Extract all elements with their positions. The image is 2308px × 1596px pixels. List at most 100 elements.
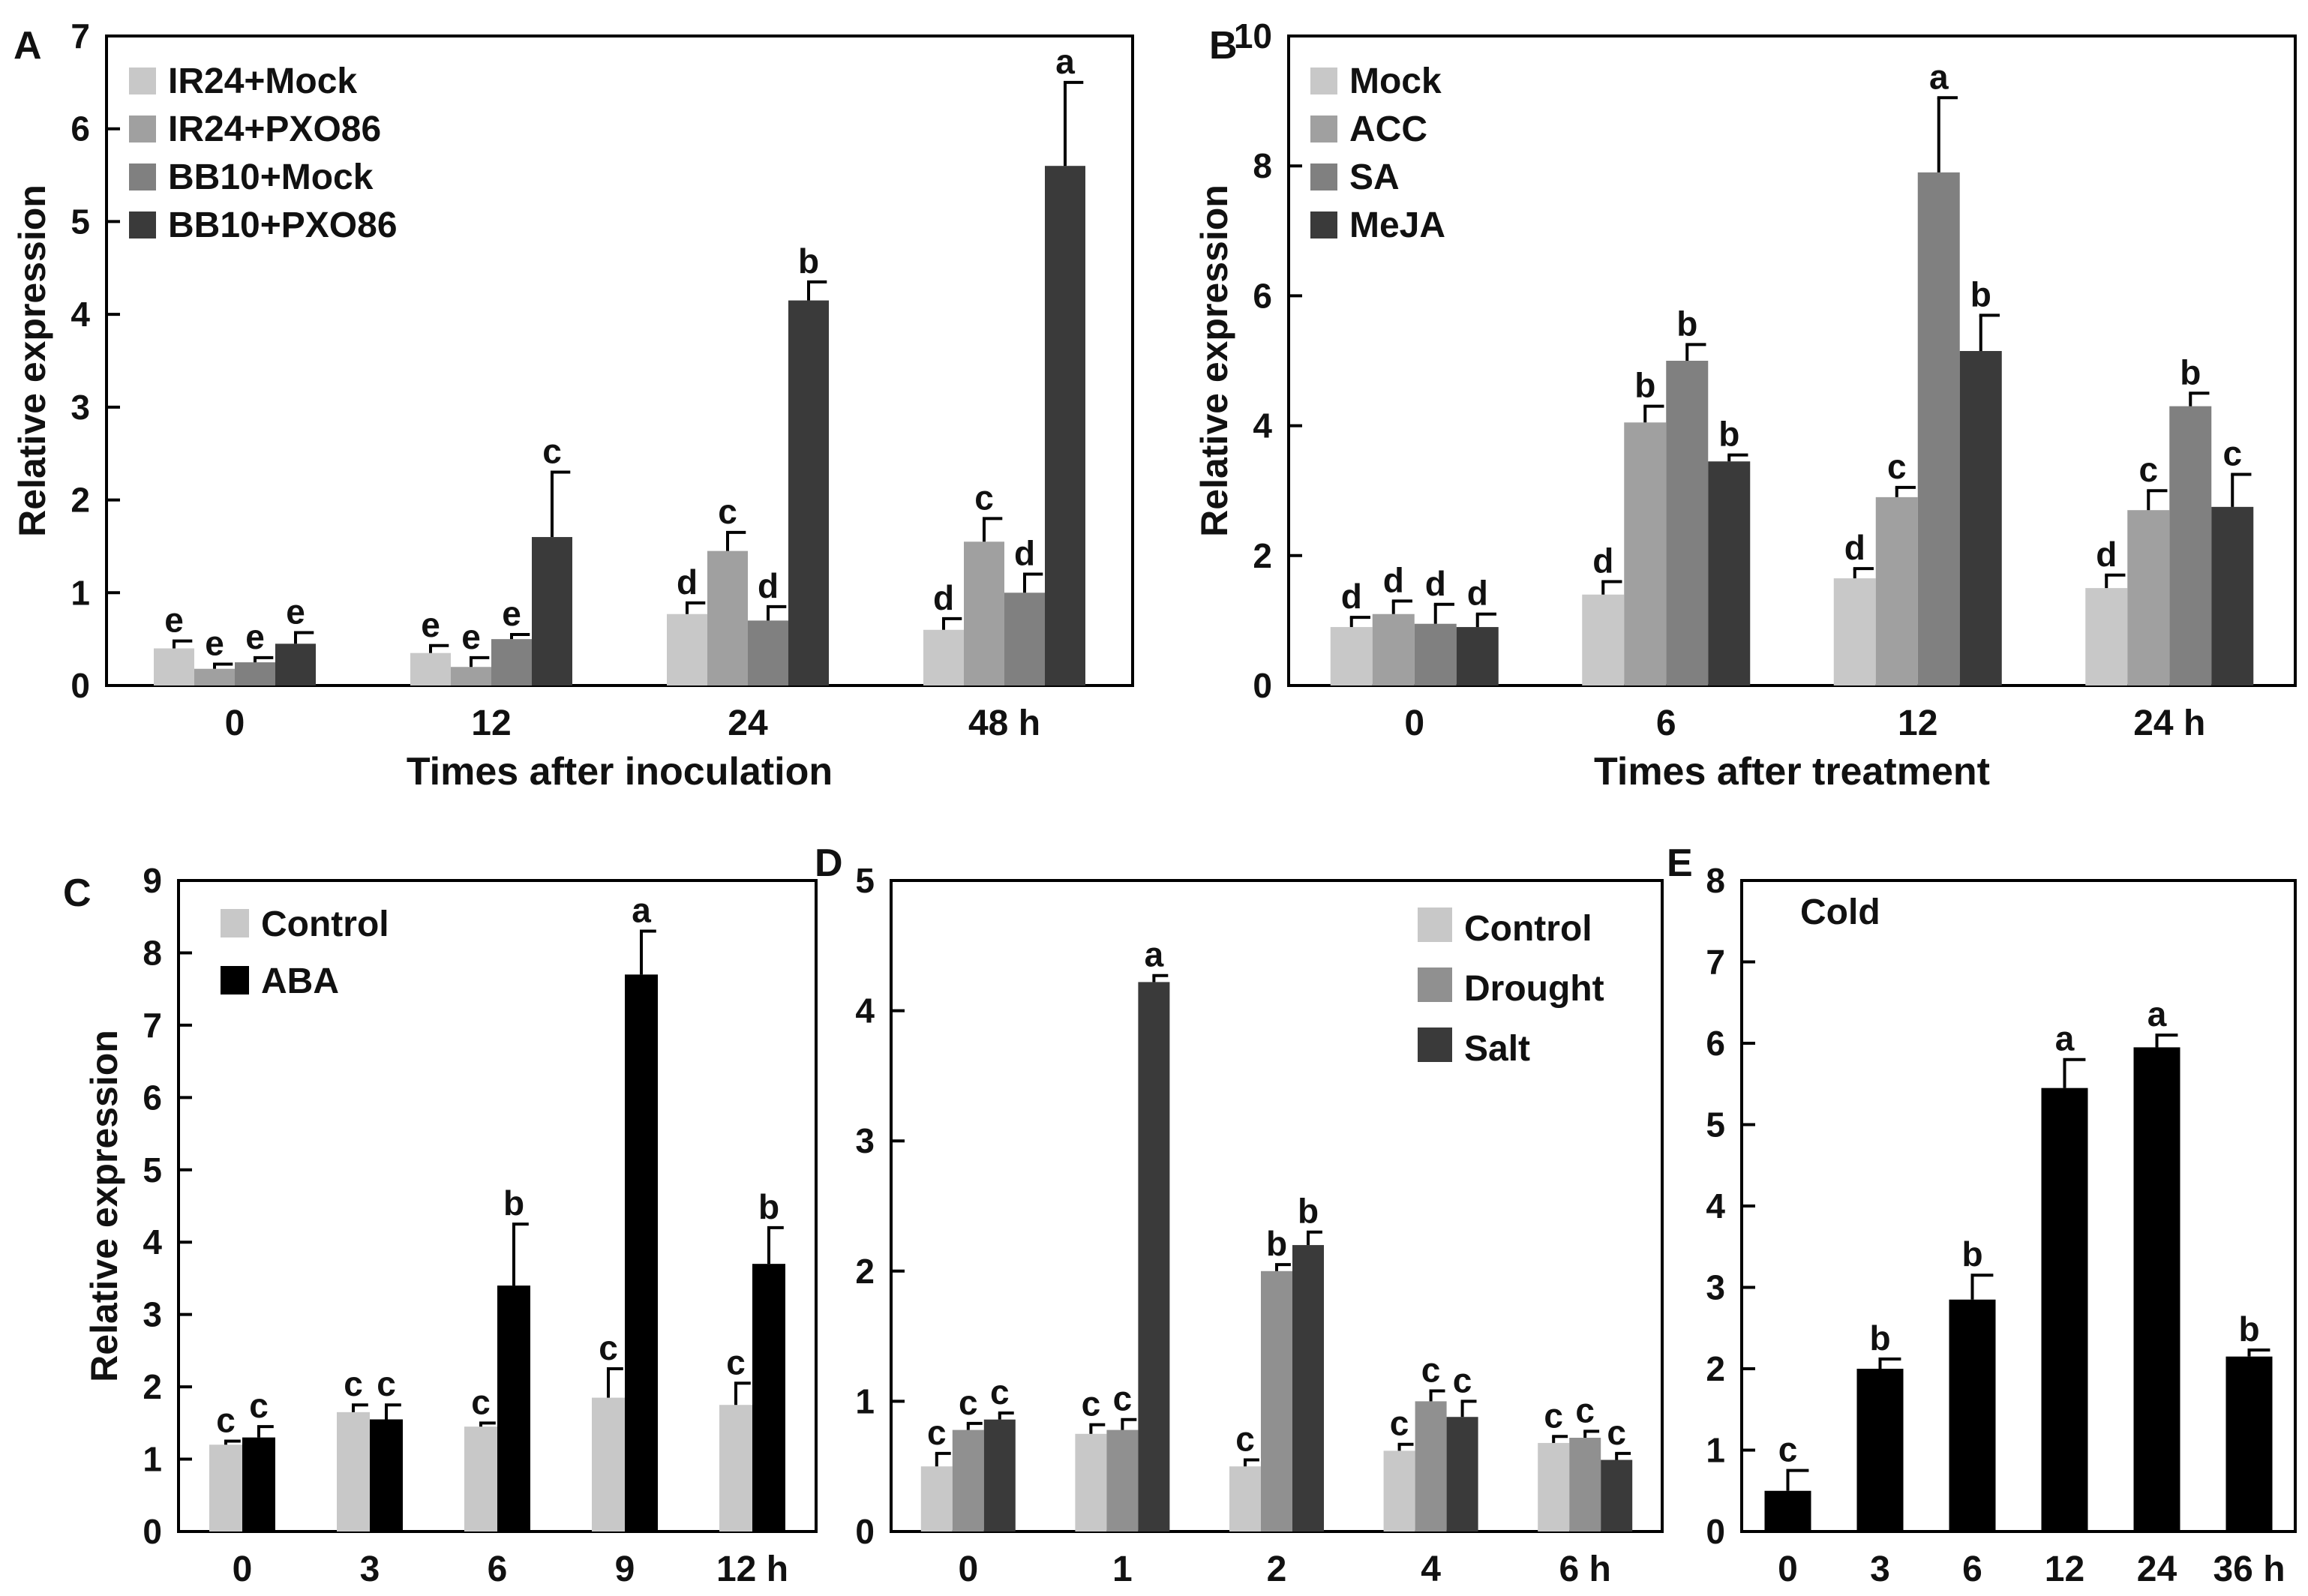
x-axis-label-a: Times after inoculation [407, 750, 833, 794]
bar-a-s0-g1 [410, 652, 451, 686]
legend-label-d-0: Control [1464, 909, 1592, 949]
panel-letter-c: C [63, 872, 92, 915]
bar-b-s3-g2 [1959, 351, 2002, 686]
legend-label-d-1: Drought [1464, 969, 1604, 1009]
bar-b-s2-g1 [1666, 361, 1709, 686]
legend-label-b-1: ACC [1349, 110, 1427, 149]
y-axis-label-b: Relative expression [1193, 184, 1235, 537]
bar-d-s0-g3 [1383, 1450, 1415, 1532]
bar-e-s0-g3 [2041, 1088, 2088, 1532]
x-tick-label-e-3: 12 [2045, 1550, 2084, 1589]
legend-label-a-3: BB10+PXO86 [168, 206, 398, 245]
bar-d-s1-g0 [952, 1430, 984, 1532]
significance-letter-d-s2-g0: c [990, 1372, 1010, 1412]
bar-e-s0-g4 [2133, 1047, 2180, 1532]
y-tick-label-c-3: 3 [143, 1295, 162, 1334]
plot-frame-a [105, 34, 1134, 687]
x-tick-label-c-0: 0 [233, 1550, 253, 1589]
x-tick-label-c-4: 12 h [716, 1550, 788, 1589]
bar-b-s1-g0 [1372, 614, 1415, 686]
x-tick-label-a-3: 48 h [968, 704, 1040, 743]
bar-c-s0-g4 [719, 1405, 752, 1532]
legend-swatch-a-2 [129, 164, 156, 190]
significance-letter-c-s1-g2: b [503, 1184, 524, 1222]
significance-letter-a-s2-g1: e [502, 594, 521, 633]
legend-swatch-d-1 [1418, 968, 1452, 1002]
x-tick-label-e-1: 3 [1870, 1550, 1890, 1589]
x-tick-label-a-2: 24 [728, 704, 768, 743]
y-tick-label-e-7: 7 [1706, 943, 1725, 982]
significance-letter-b-s0-g2: d [1844, 528, 1865, 567]
legend-label-c-1: ABA [261, 962, 339, 1001]
significance-letter-d-s0-g1: c [1082, 1384, 1101, 1424]
x-axis-label-b: Times after treatment [1594, 750, 1990, 794]
y-tick-label-b-4: 8 [1253, 146, 1272, 185]
y-tick-label-a-2: 2 [71, 481, 90, 520]
y-tick-label-e-3: 3 [1706, 1268, 1725, 1307]
bar-c-s0-g1 [337, 1412, 370, 1532]
bar-e-s0-g1 [1856, 1369, 1904, 1532]
significance-letter-e-s0-g3: a [2055, 1019, 2075, 1058]
y-tick-label-e-8: 8 [1706, 861, 1725, 900]
y-tick-label-d-5: 5 [855, 861, 875, 900]
significance-letter-b-s0-g0: d [1341, 577, 1362, 616]
legend-label-b-0: Mock [1349, 62, 1442, 101]
significance-letter-d-s0-g2: c [1235, 1420, 1255, 1459]
significance-letter-e-s0-g0: c [1778, 1430, 1798, 1469]
bar-a-s1-g2 [707, 550, 748, 686]
significance-letter-a-s0-g1: e [421, 605, 440, 644]
significance-letter-d-s1-g4: c [1575, 1390, 1595, 1430]
legend-label-c-0: Control [261, 904, 389, 944]
bar-c-s1-g0 [242, 1437, 275, 1532]
significance-letter-c-s1-g3: a [632, 891, 651, 930]
significance-letter-c-s1-g1: c [377, 1364, 396, 1403]
y-axis-label-a: Relative expression [11, 184, 53, 537]
bar-a-s2-g1 [491, 639, 532, 686]
significance-letter-d-s1-g3: c [1421, 1351, 1441, 1390]
bar-b-s1-g1 [1624, 422, 1667, 686]
y-tick-label-b-1: 2 [1253, 536, 1272, 575]
y-tick-label-c-7: 7 [143, 1006, 162, 1045]
bar-d-s2-g0 [983, 1419, 1016, 1532]
x-tick-label-d-2: 2 [1267, 1550, 1287, 1589]
y-axis-label-c: Relative expression [83, 1030, 125, 1382]
bar-a-s0-g0 [154, 648, 194, 686]
significance-letter-a-s2-g2: d [758, 566, 779, 605]
bar-b-s1-g3 [2127, 510, 2170, 686]
bar-e-s0-g5 [2225, 1356, 2273, 1532]
legend-label-a-1: IR24+PXO86 [168, 110, 381, 149]
bar-c-s1-g4 [752, 1264, 785, 1532]
bar-b-s2-g0 [1414, 623, 1457, 686]
significance-letter-a-s0-g3: d [933, 578, 954, 617]
significance-letter-b-s1-g3: c [2138, 450, 2158, 489]
bar-b-s2-g2 [1917, 172, 1960, 686]
bar-b-s0-g0 [1330, 627, 1373, 686]
y-tick-label-b-2: 4 [1253, 406, 1272, 446]
legend-swatch-a-0 [129, 68, 156, 94]
significance-letter-b-s1-g0: d [1383, 560, 1404, 599]
bar-d-s0-g0 [920, 1466, 953, 1532]
y-tick-label-c-8: 8 [143, 933, 162, 972]
significance-letter-a-s1-g3: c [974, 478, 994, 517]
bar-d-s1-g3 [1415, 1401, 1447, 1532]
bar-b-s2-g3 [2169, 406, 2212, 686]
significance-letter-c-s0-g1: c [344, 1364, 363, 1403]
significance-letter-a-s1-g2: c [718, 492, 737, 531]
significance-letter-a-s3-g1: c [542, 431, 562, 470]
y-tick-label-a-1: 1 [71, 573, 90, 612]
significance-letter-b-s3-g0: d [1467, 574, 1488, 613]
bar-a-s1-g0 [194, 668, 235, 686]
significance-letter-a-s0-g0: e [164, 601, 184, 640]
significance-letter-b-s2-g2: a [1929, 57, 1949, 96]
legend-swatch-a-3 [129, 212, 156, 238]
x-tick-label-d-1: 1 [1112, 1550, 1133, 1589]
significance-letter-c-s1-g4: b [758, 1187, 779, 1226]
y-tick-label-a-4: 4 [71, 295, 90, 334]
x-tick-label-b-0: 0 [1404, 704, 1424, 743]
bar-a-s2-g3 [1004, 592, 1045, 686]
bar-d-s2-g2 [1292, 1245, 1324, 1532]
significance-letter-d-s1-g1: c [1113, 1379, 1133, 1418]
bar-c-s0-g3 [592, 1397, 625, 1532]
legend-label-a-0: IR24+Mock [168, 62, 357, 101]
y-tick-label-d-0: 0 [855, 1512, 875, 1551]
